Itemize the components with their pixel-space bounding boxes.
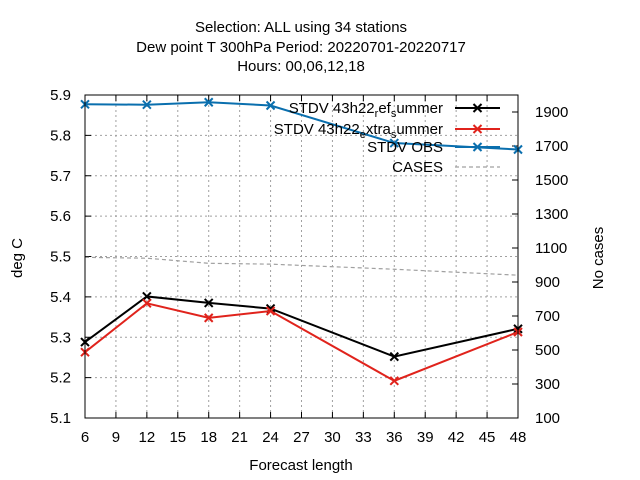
marker-stroke [204,313,214,323]
marker-stroke [472,142,483,152]
y2-tick-label: 1300 [535,206,568,223]
y-tick-label: 5.6 [50,208,71,225]
plot-frame [84,94,519,419]
y-tick-label: 5.1 [50,410,71,427]
x-tick-label: 15 [169,429,186,446]
data-point [204,97,214,107]
marker-stroke [142,99,152,110]
marker-stroke [142,291,152,302]
y2-tick-label: 500 [535,342,560,359]
y2-tick-label: 700 [535,308,560,325]
y-tick-label: 5.7 [50,168,71,185]
marker-stroke [389,138,399,148]
legend-label-part: ummer [396,121,443,138]
y2-axis-label: No cases [590,227,607,290]
legend-label: STDV OBS [367,139,443,156]
legend-label: CASES [392,159,443,176]
x-tick-label: 27 [293,429,310,446]
legend-marker [472,124,483,134]
grid-lines [85,95,518,418]
marker-stroke [389,376,399,386]
data-point [204,298,214,308]
y2-tick-label: 100 [535,410,560,427]
title-line: Hours: 00,06,12,18 [237,58,365,75]
chart-title: Selection: ALL using 34 stations Dew poin… [136,19,466,75]
series-line [84,256,519,276]
legend-marker [472,142,483,152]
data-point [142,99,152,110]
series-0 [80,291,523,362]
x-tick-label: 12 [139,429,156,446]
marker-stroke [265,100,276,111]
x-axis-label: Forecast length [249,457,352,474]
legend-label-part: xtra [366,121,392,138]
y-tick-label: 5.5 [50,249,71,266]
marker-stroke [389,351,399,362]
x-tick-label: 39 [417,429,434,446]
legend-label-part: s [391,129,397,141]
legend-label-part: e [360,129,366,141]
legend-label-part: STDV 43h22 [274,121,360,138]
axis-ticks: 6 9 12 15 18 21 24 27 30 33 36 39 42 45 48 5.1 5.2 5.3 5.4… [50,87,568,446]
y2-tick-label: 300 [535,376,560,393]
x-tick-label: 18 [200,429,217,446]
y2-tick-label: 1100 [535,240,567,257]
legend-label-part: ummer [396,100,443,117]
x-tick-label: 36 [386,429,403,446]
marker-stroke [204,298,214,308]
y-tick-label: 5.3 [50,329,71,346]
legend-label: STDV 43h22refsummer [289,100,443,120]
y-tick-label: 5.9 [50,87,71,104]
legend-label-part: s [391,108,397,120]
x-tick-label: 24 [262,429,279,446]
data-point [265,306,276,316]
marker-stroke [204,97,214,107]
y-tick-label: 5.2 [50,370,71,387]
marker-stroke [142,298,152,309]
marker-stroke [472,103,483,113]
data-point [204,313,214,323]
data-point [389,351,399,362]
y2-tick-label: 1700 [535,138,568,155]
title-line: Dew point T 300hPa Period: 20220701-2022… [136,39,466,56]
data-point [142,291,152,302]
y2-tick-label: 900 [535,274,560,291]
x-tick-label: 30 [324,429,341,446]
series-3 [84,256,519,276]
legend-label: STDV 43h22extrasummer [274,121,443,141]
x-tick-label: 9 [112,429,120,446]
x-tick-label: 6 [81,429,89,446]
x-tick-label: 42 [448,429,465,446]
marker-stroke [265,306,276,316]
data-point [389,138,399,148]
y-tick-label: 5.8 [50,127,71,144]
y-axis-label: deg C [9,238,26,278]
marker-stroke [472,124,483,134]
series-line [84,302,519,382]
y-tick-label: 5.4 [50,289,71,306]
x-tick-label: 48 [510,429,527,446]
x-tick-label: 33 [355,429,372,446]
x-tick-label: 21 [231,429,248,446]
legend-label-part: STDV 43h22 [289,100,375,117]
data-point [389,376,399,386]
legend-marker [472,103,483,113]
legend-label-part: r [375,108,379,120]
y2-tick-label: 1900 [535,104,568,121]
series-line [84,295,519,358]
data-point [142,298,152,309]
data-point [265,100,276,111]
y2-tick-label: 1500 [535,172,568,189]
legend-label-part: ef [378,100,391,117]
x-tick-label: 45 [479,429,496,446]
title-line: Selection: ALL using 34 stations [195,19,407,36]
series-line [84,101,519,151]
